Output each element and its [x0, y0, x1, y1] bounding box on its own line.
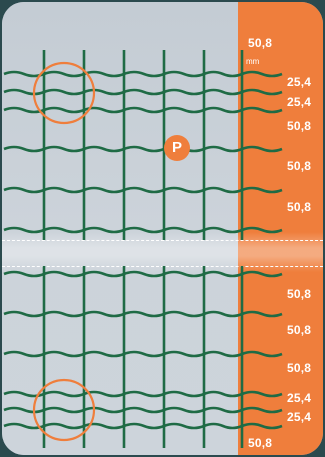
horizontal-wire: [3, 270, 283, 278]
horizontal-wire: [3, 186, 283, 194]
spacing-label: 50,8: [287, 361, 312, 375]
horizontal-wire: [3, 406, 283, 414]
unit-label: mm: [246, 57, 260, 66]
horizontal-wire: [3, 145, 283, 153]
break-line-top: [2, 240, 323, 241]
bottom-dimension-label: 50,8: [248, 436, 273, 450]
horizontal-wire: [3, 350, 283, 358]
spacing-label: 50,8: [287, 287, 312, 301]
horizontal-wire: [3, 226, 283, 234]
spacing-label: 50,8: [287, 119, 312, 133]
spacing-label: 25,4: [287, 95, 312, 109]
horizontal-wire: [3, 106, 283, 114]
horizontal-wire: [3, 390, 283, 398]
break-zone: [2, 232, 323, 272]
spacing-label: 25,4: [287, 75, 312, 89]
spacing-label: 50,8: [287, 159, 312, 173]
spacing-label: 25,4: [287, 410, 312, 424]
mesh-panel: [2, 2, 238, 455]
horizontal-wire: [3, 70, 283, 78]
mesh-card: P 50,8 mm 25,4 25,4 50,8 50,8 50,8 50,8 …: [2, 2, 323, 455]
horizontal-wire: [3, 310, 283, 318]
highlight-ring: [32, 378, 96, 442]
horizontal-wire: [3, 88, 283, 96]
p-marker: P: [164, 135, 190, 161]
spacing-label: 50,8: [287, 323, 312, 337]
break-line-bottom: [2, 266, 323, 267]
spacing-label: 25,4: [287, 391, 312, 405]
top-dimension-label: 50,8: [248, 36, 273, 50]
highlight-ring: [32, 61, 96, 125]
wire-mesh: [3, 50, 283, 448]
spacing-label: 50,8: [287, 200, 312, 214]
horizontal-wire: [3, 422, 283, 430]
